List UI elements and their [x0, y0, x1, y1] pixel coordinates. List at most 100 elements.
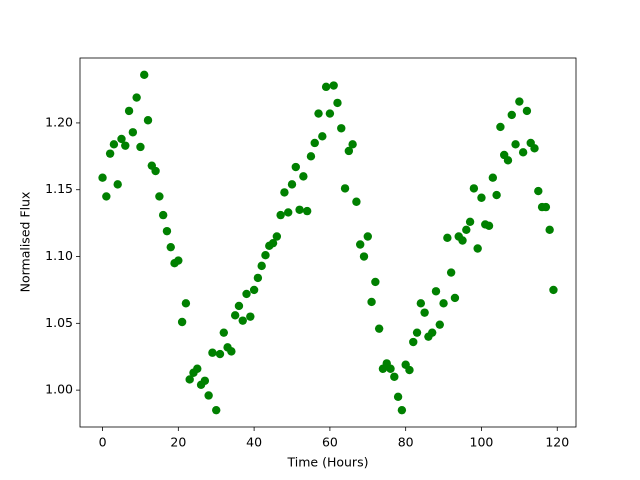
point [204, 391, 213, 400]
point [477, 193, 486, 202]
point [428, 328, 437, 337]
point [484, 221, 494, 231]
point [465, 217, 475, 226]
point [443, 233, 452, 243]
point [299, 172, 308, 181]
point [143, 116, 153, 125]
point [185, 375, 194, 384]
point [503, 156, 513, 165]
point [117, 134, 126, 144]
x-tick-label: 60 [322, 435, 338, 450]
point [450, 293, 460, 303]
point [302, 206, 312, 216]
point [102, 192, 111, 201]
axes-frame [79, 57, 577, 428]
point [306, 152, 316, 161]
point [507, 110, 516, 120]
point [518, 148, 528, 157]
point [416, 299, 426, 308]
point [193, 364, 202, 373]
point [534, 186, 543, 196]
point [431, 287, 441, 296]
point [352, 197, 361, 206]
point [405, 365, 414, 375]
point [136, 142, 145, 152]
point [121, 141, 130, 150]
point [488, 173, 498, 182]
point [541, 202, 551, 212]
point [318, 132, 327, 141]
point [492, 190, 501, 200]
x-tick-label: 20 [170, 435, 186, 450]
point [140, 70, 149, 80]
point [515, 97, 524, 106]
point [473, 244, 482, 253]
y-tick-label: 1.20 [45, 114, 73, 129]
point [284, 208, 293, 217]
x-tick-label: 100 [470, 435, 494, 450]
point [397, 405, 407, 415]
point [333, 98, 342, 108]
point [420, 308, 429, 317]
point [371, 277, 380, 287]
point [344, 146, 354, 156]
point [469, 184, 479, 193]
point [549, 285, 558, 295]
point [227, 347, 236, 356]
point [215, 349, 225, 359]
point [374, 324, 384, 333]
point [390, 372, 399, 381]
point [409, 337, 418, 347]
point [321, 82, 331, 92]
point [329, 81, 338, 90]
point [337, 124, 346, 133]
point [249, 285, 259, 295]
point [200, 376, 210, 385]
point [98, 173, 107, 182]
point [310, 138, 319, 148]
point [174, 256, 183, 265]
point [435, 320, 444, 329]
point [113, 180, 122, 189]
point [257, 261, 266, 271]
x-tick-label: 40 [246, 435, 262, 450]
point [272, 232, 282, 241]
point [359, 252, 369, 261]
x-tick-label: 0 [99, 435, 107, 450]
y-tick-label: 1.05 [45, 315, 73, 330]
point [230, 311, 240, 320]
point [530, 144, 539, 153]
point [261, 250, 270, 260]
point [314, 109, 323, 118]
point [162, 226, 172, 236]
point [166, 242, 175, 252]
point [287, 180, 297, 189]
point [132, 93, 141, 102]
x-axis-label: Time (Hours) [287, 455, 369, 470]
point [158, 210, 168, 220]
x-tick-label: 120 [545, 435, 569, 450]
point [295, 205, 304, 214]
point [386, 364, 395, 373]
point [242, 289, 251, 299]
point [212, 405, 221, 415]
point [363, 232, 372, 241]
point [234, 301, 244, 311]
point [238, 316, 247, 325]
point [458, 236, 467, 245]
point [208, 348, 217, 357]
point [291, 162, 300, 172]
point [276, 210, 285, 220]
point [511, 140, 520, 149]
point [124, 106, 134, 116]
point [177, 317, 187, 327]
y-tick-label: 1.10 [45, 248, 73, 263]
x-tick-label: 80 [398, 435, 414, 450]
point [462, 225, 471, 235]
y-axis-label: Normalised Flux [18, 192, 33, 293]
y-tick-label: 1.00 [45, 382, 73, 397]
point [128, 128, 138, 137]
point [105, 149, 115, 158]
